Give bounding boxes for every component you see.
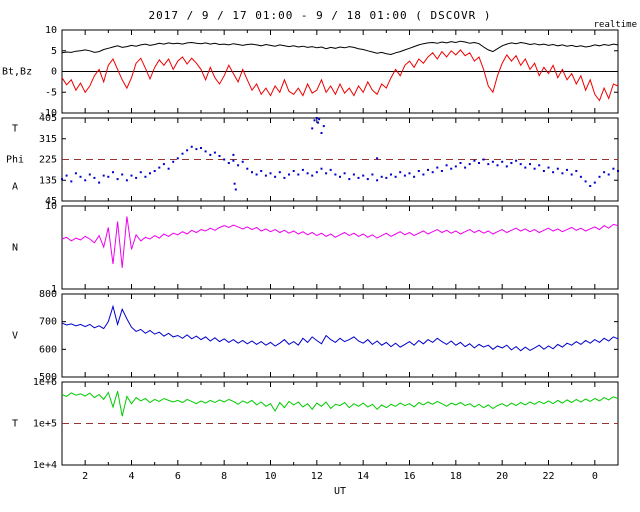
y-tick-label: 315 — [39, 134, 57, 145]
panel-density: 10 1 N — [12, 201, 619, 295]
series-Phi — [61, 145, 619, 187]
panel-y-label: N — [12, 243, 18, 254]
x-tick-label: 16 — [403, 471, 415, 482]
y-tick-label: 600 — [39, 344, 57, 355]
x-tick-label: 12 — [311, 471, 323, 482]
panel-frame — [61, 293, 619, 378]
y-tick-label: -5 — [45, 87, 57, 98]
y-tick-label: 225 — [39, 155, 57, 166]
x-tick-label: 14 — [357, 471, 369, 482]
series-T — [61, 391, 619, 417]
panel-phi-angle: 405 315 225 135 45 T Phi A — [6, 113, 619, 207]
y-tick-label: 0 — [51, 67, 57, 78]
y-tick-label: 45 — [45, 196, 57, 207]
x-axis-title: UT — [333, 486, 347, 497]
x-tick-label: 4 — [128, 471, 134, 482]
y-tick-label: 700 — [39, 317, 57, 328]
panel-y-label: T — [12, 419, 18, 430]
y-tick-label: 405 — [39, 113, 57, 124]
panel-y-label: Phi — [6, 155, 24, 166]
realtime-label: realtime — [593, 20, 637, 30]
x-tick-label: 20 — [496, 471, 508, 482]
x-tick-label: 2 — [82, 471, 88, 482]
x-tick-label: 6 — [175, 471, 181, 482]
y-tick-label: 1e+4 — [33, 460, 57, 471]
panel-temperature: 1e+6 1e+5 1e+4 T — [12, 377, 619, 471]
y-tick-label: 10 — [45, 201, 57, 212]
y-tick-label: 5 — [51, 46, 57, 57]
x-tick-label: 8 — [221, 471, 227, 482]
panel-magnetic-field: 10 5 0 -5 -10 Bt,Bz — [2, 25, 619, 119]
y-tick-label: -10 — [39, 108, 57, 119]
plot-title: 2017 / 9 / 17 01:00 - 9 / 18 01:00 ( DSC… — [148, 9, 492, 22]
x-tick-label: 10 — [264, 471, 276, 482]
panel-frame — [61, 205, 619, 290]
x-tick-label: 0 — [592, 471, 598, 482]
series-Bz — [61, 49, 619, 102]
x-tick-label: 18 — [450, 471, 462, 482]
series-N — [61, 216, 619, 268]
x-tick-label: 22 — [542, 471, 554, 482]
panel-y-label: Bt,Bz — [2, 67, 32, 78]
y-tick-label: 1e+5 — [33, 419, 57, 430]
y-tick-label: 800 — [39, 289, 57, 300]
panel-y-label: T — [12, 124, 18, 135]
y-tick-label: 500 — [39, 372, 57, 383]
series-Bt — [61, 40, 619, 56]
y-tick-label: 1 — [51, 284, 57, 295]
panel-speed: 800 700 600 500 V — [12, 289, 619, 383]
series-Phi-outliers — [232, 117, 379, 191]
y-tick-label: 135 — [39, 175, 57, 186]
panel-y-label: V — [12, 331, 18, 342]
panel-y-label: A — [12, 182, 18, 193]
series-V — [61, 304, 619, 352]
y-tick-label: 1e+6 — [33, 377, 57, 388]
y-tick-label: 10 — [45, 25, 57, 36]
